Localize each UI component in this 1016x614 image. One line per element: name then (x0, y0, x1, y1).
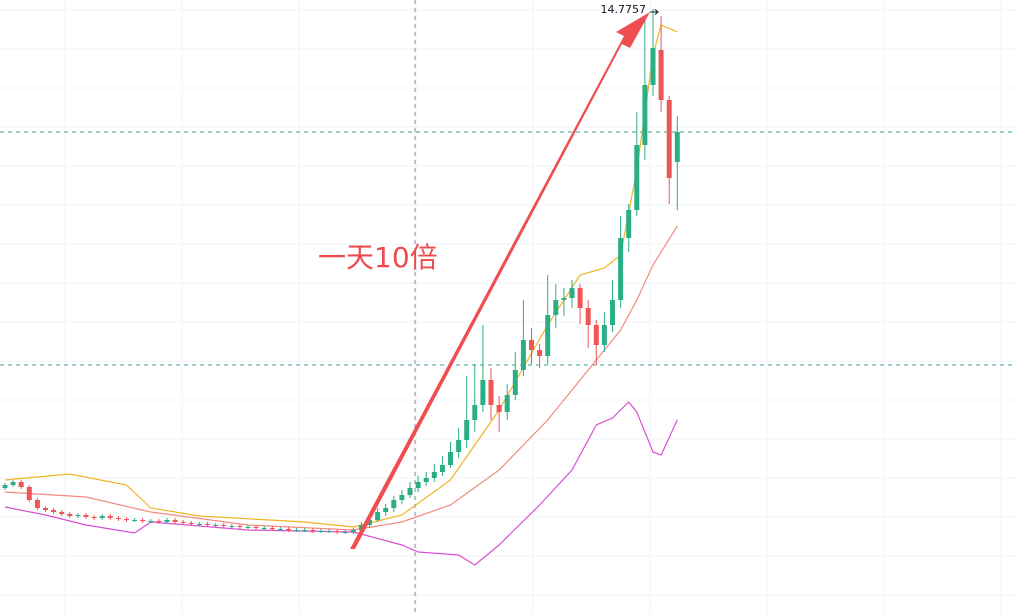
candle-body (358, 525, 364, 530)
candles (2, 8, 680, 534)
candle-body (213, 525, 219, 526)
candle-body (601, 325, 607, 345)
indicator-line (4, 225, 678, 531)
candle-body (456, 440, 462, 452)
candle-body (553, 300, 559, 315)
candle-body (59, 512, 65, 514)
candle-body (172, 520, 178, 522)
candle-body (51, 510, 57, 512)
candle-body (367, 520, 372, 525)
candle-body (83, 515, 89, 517)
candle-body (115, 518, 121, 519)
candle-body (439, 465, 445, 472)
candle-body (464, 420, 470, 440)
candle-body (318, 531, 324, 532)
candle-body (350, 530, 356, 532)
candle-body (205, 524, 210, 525)
high-label-arrow (650, 9, 659, 15)
candle-body (448, 452, 453, 465)
candle-body (10, 482, 16, 485)
candle-body (407, 488, 413, 495)
candle-body (237, 526, 243, 527)
candle-body (569, 288, 575, 298)
candle-body (634, 145, 640, 210)
candle-body (302, 530, 308, 531)
candle-body (642, 85, 648, 145)
candle-body (577, 288, 583, 308)
candle-body (545, 315, 551, 356)
candle-body (75, 515, 81, 516)
candle-body (334, 531, 340, 532)
candle-body (472, 405, 478, 420)
candle-body (626, 210, 632, 238)
candle-body (261, 528, 267, 529)
candle-body (269, 528, 275, 529)
candle-body (67, 514, 73, 516)
candle-body (286, 529, 291, 530)
candle-body (188, 523, 194, 524)
candle-body (618, 238, 624, 300)
candle-body (585, 308, 591, 325)
candle-body (156, 521, 162, 522)
candle-body (34, 500, 40, 508)
high-label: 14.7757 (601, 3, 647, 16)
indicator-line (4, 24, 678, 528)
candle-body (650, 48, 656, 85)
candle-body (245, 527, 251, 528)
candle-body (294, 530, 300, 531)
candle-body (342, 532, 348, 533)
candle-body (512, 370, 518, 395)
candle-body (520, 340, 526, 370)
candle-body (415, 482, 421, 488)
candle-body (561, 298, 567, 300)
candle-body (107, 516, 113, 518)
candle-body (140, 520, 146, 521)
candle-body (529, 340, 534, 350)
annotation: 一天10倍 (318, 241, 438, 274)
candle-body (431, 472, 437, 478)
candle-body (180, 522, 186, 523)
candle-body (91, 517, 97, 518)
candle-body (310, 530, 316, 531)
candle-body (610, 300, 615, 325)
candle-body (423, 478, 429, 482)
candle-body (148, 521, 154, 522)
candle-body (221, 525, 227, 526)
candle-body (504, 395, 510, 412)
candle-body (43, 508, 48, 510)
candle-body (666, 100, 672, 178)
candle-body (399, 495, 405, 500)
candle-body (277, 529, 283, 530)
candle-body (253, 527, 259, 528)
candle-body (375, 512, 381, 520)
candle-body (537, 350, 543, 356)
indicator-line (4, 401, 678, 566)
candle-body (488, 380, 494, 405)
candle-body (391, 500, 397, 508)
trend-arrow (350, 12, 650, 549)
candle-body (383, 508, 389, 512)
candle-body (496, 405, 502, 412)
candle-body (132, 520, 138, 521)
candle-body (658, 50, 664, 100)
candle-body (326, 531, 332, 532)
candle-body (124, 519, 129, 520)
candle-body (196, 524, 202, 525)
candle-body (674, 132, 680, 162)
candle-body (18, 482, 24, 487)
candle-body (26, 487, 32, 500)
candle-body (99, 516, 105, 518)
candle-body (2, 485, 8, 488)
candle-body (164, 520, 170, 522)
indicator-lines (4, 24, 678, 566)
candle-body (229, 526, 235, 527)
candle-body (593, 325, 599, 345)
candle-body (480, 380, 486, 405)
